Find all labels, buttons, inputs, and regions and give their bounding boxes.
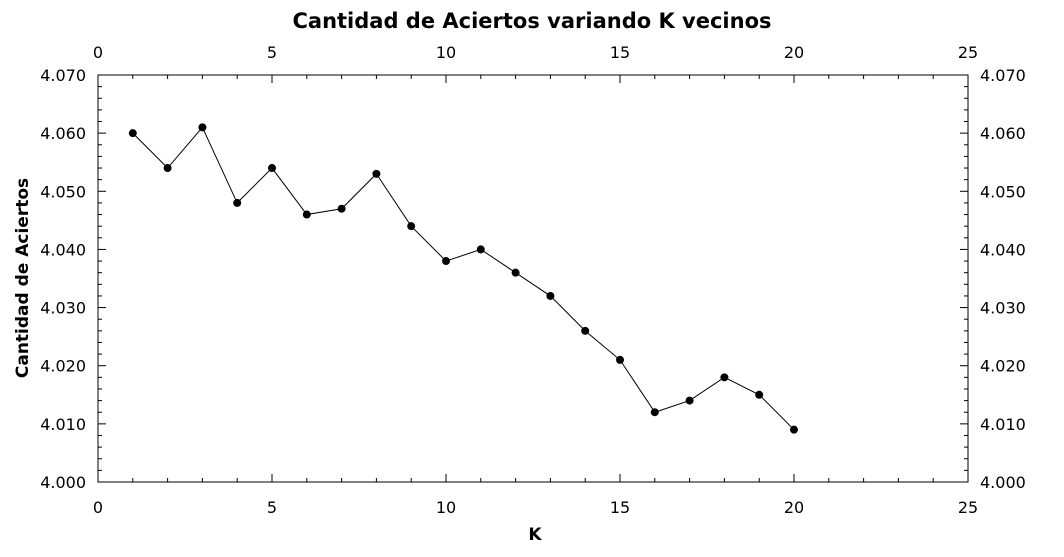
- x-tick-label-bottom: 25: [958, 498, 978, 517]
- x-tick-label-bottom: 5: [267, 498, 277, 517]
- x-tick-label-top: 20: [784, 43, 804, 62]
- x-tick-label-top: 0: [93, 43, 103, 62]
- x-tick-label-top: 15: [610, 43, 630, 62]
- data-point: [407, 222, 416, 231]
- y-tick-label-right: 4.020: [980, 357, 1026, 376]
- data-point: [337, 204, 346, 213]
- y-tick-label-left: 4.050: [40, 182, 86, 201]
- data-point: [302, 210, 311, 219]
- series-line: [132, 126, 795, 431]
- data-point: [372, 169, 381, 178]
- data-point: [163, 164, 172, 173]
- series-layer: [128, 123, 798, 434]
- x-tick-label-bottom: 20: [784, 498, 804, 517]
- x-tick-label-bottom: 10: [436, 498, 456, 517]
- data-point: [511, 268, 520, 277]
- data-point: [685, 396, 694, 405]
- data-point: [755, 390, 764, 399]
- y-tick-label-left: 4.000: [40, 473, 86, 492]
- y-tick-label-right: 4.050: [980, 182, 1026, 201]
- data-point: [233, 198, 242, 207]
- data-point: [268, 164, 276, 173]
- data-point: [546, 291, 555, 300]
- x-tick-label-bottom: 15: [610, 498, 630, 517]
- y-tick-label-right: 4.060: [980, 124, 1026, 143]
- y-tick-label-right: 4.010: [980, 415, 1026, 434]
- data-point: [476, 245, 485, 254]
- data-point: [790, 425, 798, 434]
- y-tick-label-left: 4.010: [40, 415, 86, 434]
- y-tick-label-left: 4.060: [40, 124, 86, 143]
- data-point: [128, 129, 137, 138]
- data-point: [650, 408, 659, 417]
- data-point: [442, 257, 450, 266]
- y-tick-label-right: 4.040: [980, 240, 1026, 259]
- x-tick-label-top: 10: [436, 43, 456, 62]
- plot-frame: [97, 74, 969, 483]
- y-tick-label-left: 4.020: [40, 357, 86, 376]
- x-tick-label-top: 5: [267, 43, 277, 62]
- x-axis-title: K: [528, 525, 542, 545]
- axis-ticks: [97, 74, 969, 483]
- y-tick-label-left: 4.030: [40, 299, 86, 318]
- x-tick-label-bottom: 0: [93, 498, 103, 517]
- data-point: [720, 373, 729, 382]
- data-point: [198, 123, 207, 132]
- y-tick-label-right: 4.070: [980, 66, 1026, 85]
- data-point: [581, 326, 590, 335]
- data-point: [616, 355, 624, 364]
- y-tick-label-left: 4.070: [40, 66, 86, 85]
- y-tick-label-right: 4.000: [980, 473, 1026, 492]
- chart-title: Cantidad de Aciertos variando K vecinos: [292, 9, 771, 33]
- y-tick-label-left: 4.040: [40, 240, 86, 259]
- y-tick-label-right: 4.030: [980, 299, 1026, 318]
- y-axis-title: Cantidad de Aciertos: [13, 178, 33, 378]
- x-tick-label-top: 25: [958, 43, 978, 62]
